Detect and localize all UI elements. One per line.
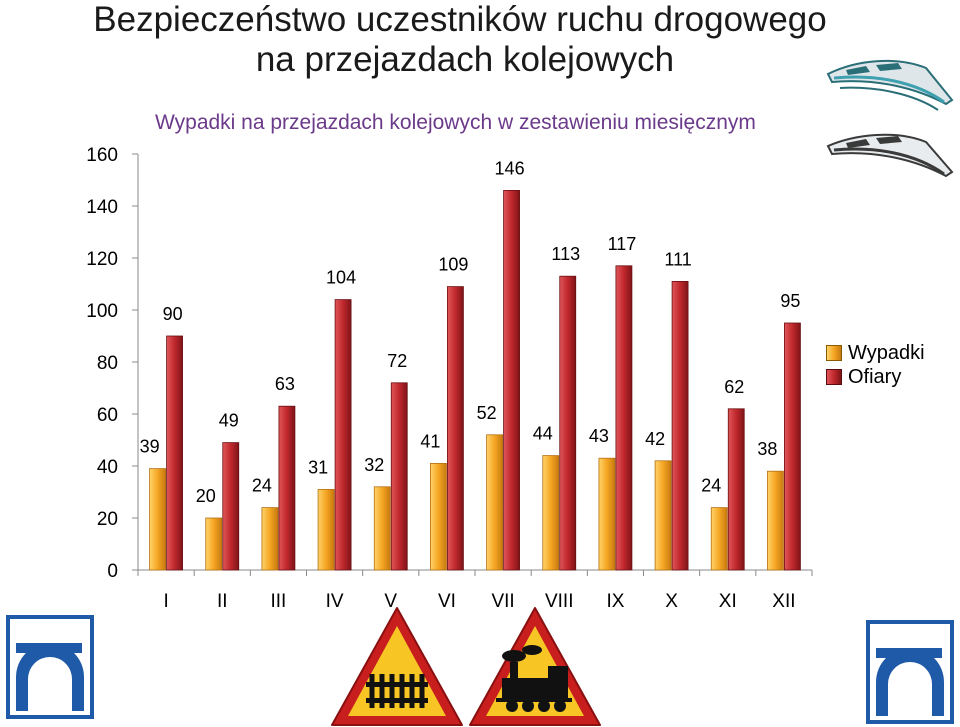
data-label-ofiary: 146 [495, 158, 525, 178]
page-title: Bezpieczeństwo uczestników ruchu drogowe… [0, 0, 920, 80]
x-tick-label: VI [438, 591, 456, 612]
data-label-wypadki: 20 [196, 486, 216, 506]
data-label-ofiary: 90 [163, 304, 183, 324]
bar-ofiary [447, 286, 464, 571]
data-label-ofiary: 111 [664, 249, 691, 269]
data-label-wypadki: 24 [252, 476, 272, 496]
x-tick-label: I [163, 591, 168, 612]
legend-swatch-wypadki [826, 345, 842, 361]
y-tick-label: 40 [97, 457, 118, 478]
bar-wypadki [542, 455, 560, 571]
x-tick-label: II [217, 591, 228, 612]
data-label-wypadki: 44 [533, 424, 553, 444]
y-tick-label: 140 [86, 197, 118, 218]
x-tick-label: III [270, 591, 286, 612]
data-label-wypadki: 39 [140, 437, 160, 457]
x-tick-label: XI [719, 591, 737, 612]
bar-ofiary [503, 189, 520, 571]
high-speed-train-icon [826, 133, 954, 178]
chart-title: Wypadki na przejazdach kolejowych w zest… [155, 111, 756, 134]
y-tick-label: 0 [107, 561, 118, 582]
data-label-wypadki: 41 [420, 431, 440, 451]
bar-wypadki [486, 434, 503, 571]
bar-ofiary [615, 265, 633, 571]
legend-item-ofiary: Ofiary [826, 365, 925, 389]
y-tick-label: 100 [86, 301, 118, 322]
bar-wypadki [654, 460, 672, 571]
data-label-wypadki: 43 [589, 426, 609, 446]
level-crossing-with-barrier-sign-icon [331, 607, 463, 726]
y-tick-label: 120 [86, 249, 118, 270]
railway-logo-icon [6, 615, 94, 719]
page-title-line1: Bezpieczeństwo uczestników ruchu drogowe… [93, 0, 827, 39]
x-tick-label: VII [491, 591, 514, 612]
bar-wypadki [767, 470, 784, 571]
y-tick-label: 80 [97, 353, 118, 374]
y-tick-label: 160 [86, 145, 118, 166]
bar-ofiary [334, 299, 352, 571]
data-label-wypadki: 32 [364, 455, 384, 475]
x-tick-label: IX [606, 591, 624, 612]
x-tick-label: IV [326, 591, 344, 612]
bar-ofiary [727, 408, 745, 571]
legend-label-ofiary: Ofiary [848, 365, 902, 388]
data-label-wypadki: 42 [645, 429, 665, 449]
bar-wypadki [710, 507, 728, 571]
bar-wypadki [430, 462, 447, 571]
chart-legend: Wypadki Ofiary [826, 341, 925, 389]
railway-logo-icon [866, 620, 954, 724]
bar-ofiary [222, 442, 240, 571]
bar-wypadki [149, 468, 166, 571]
page-title-line2: na przejazdach kolejowych [255, 40, 675, 79]
bar-ofiary [559, 275, 577, 571]
y-tick-label: 20 [97, 509, 118, 530]
bar-wypadki [317, 488, 335, 571]
level-crossing-without-barrier-sign-icon [469, 607, 601, 726]
data-label-ofiary: 95 [780, 291, 800, 311]
bar-ofiary [671, 280, 689, 571]
data-label-wypadki: 38 [757, 439, 777, 459]
x-tick-label: X [665, 591, 678, 612]
y-tick-label: 60 [97, 405, 118, 426]
x-tick-label: V [384, 591, 397, 612]
bar-ofiary [390, 382, 408, 571]
bar-wypadki [598, 457, 616, 571]
data-label-ofiary: 104 [326, 268, 356, 288]
bar-wypadki [261, 507, 279, 571]
x-tick-label: XII [772, 591, 795, 612]
bar-ofiary [784, 322, 801, 571]
data-label-ofiary: 113 [551, 244, 580, 264]
bar-ofiary [278, 405, 296, 571]
data-label-wypadki: 24 [701, 476, 721, 496]
data-label-wypadki: 52 [477, 403, 497, 423]
data-label-ofiary: 72 [387, 351, 407, 371]
legend-item-wypadki: Wypadki [826, 341, 925, 365]
data-label-ofiary: 117 [608, 234, 637, 254]
high-speed-train-icon [826, 59, 954, 111]
legend-label-wypadki: Wypadki [848, 341, 925, 364]
x-tick-label: VIII [545, 591, 574, 612]
bar-ofiary [166, 335, 183, 571]
data-label-ofiary: 62 [724, 377, 744, 397]
data-label-wypadki: 31 [308, 457, 328, 477]
bar-wypadki [373, 486, 391, 571]
data-label-ofiary: 109 [438, 255, 468, 275]
data-label-ofiary: 63 [275, 374, 295, 394]
data-label-ofiary: 49 [219, 411, 239, 431]
legend-swatch-ofiary [826, 369, 842, 385]
bar-wypadki [205, 517, 223, 571]
